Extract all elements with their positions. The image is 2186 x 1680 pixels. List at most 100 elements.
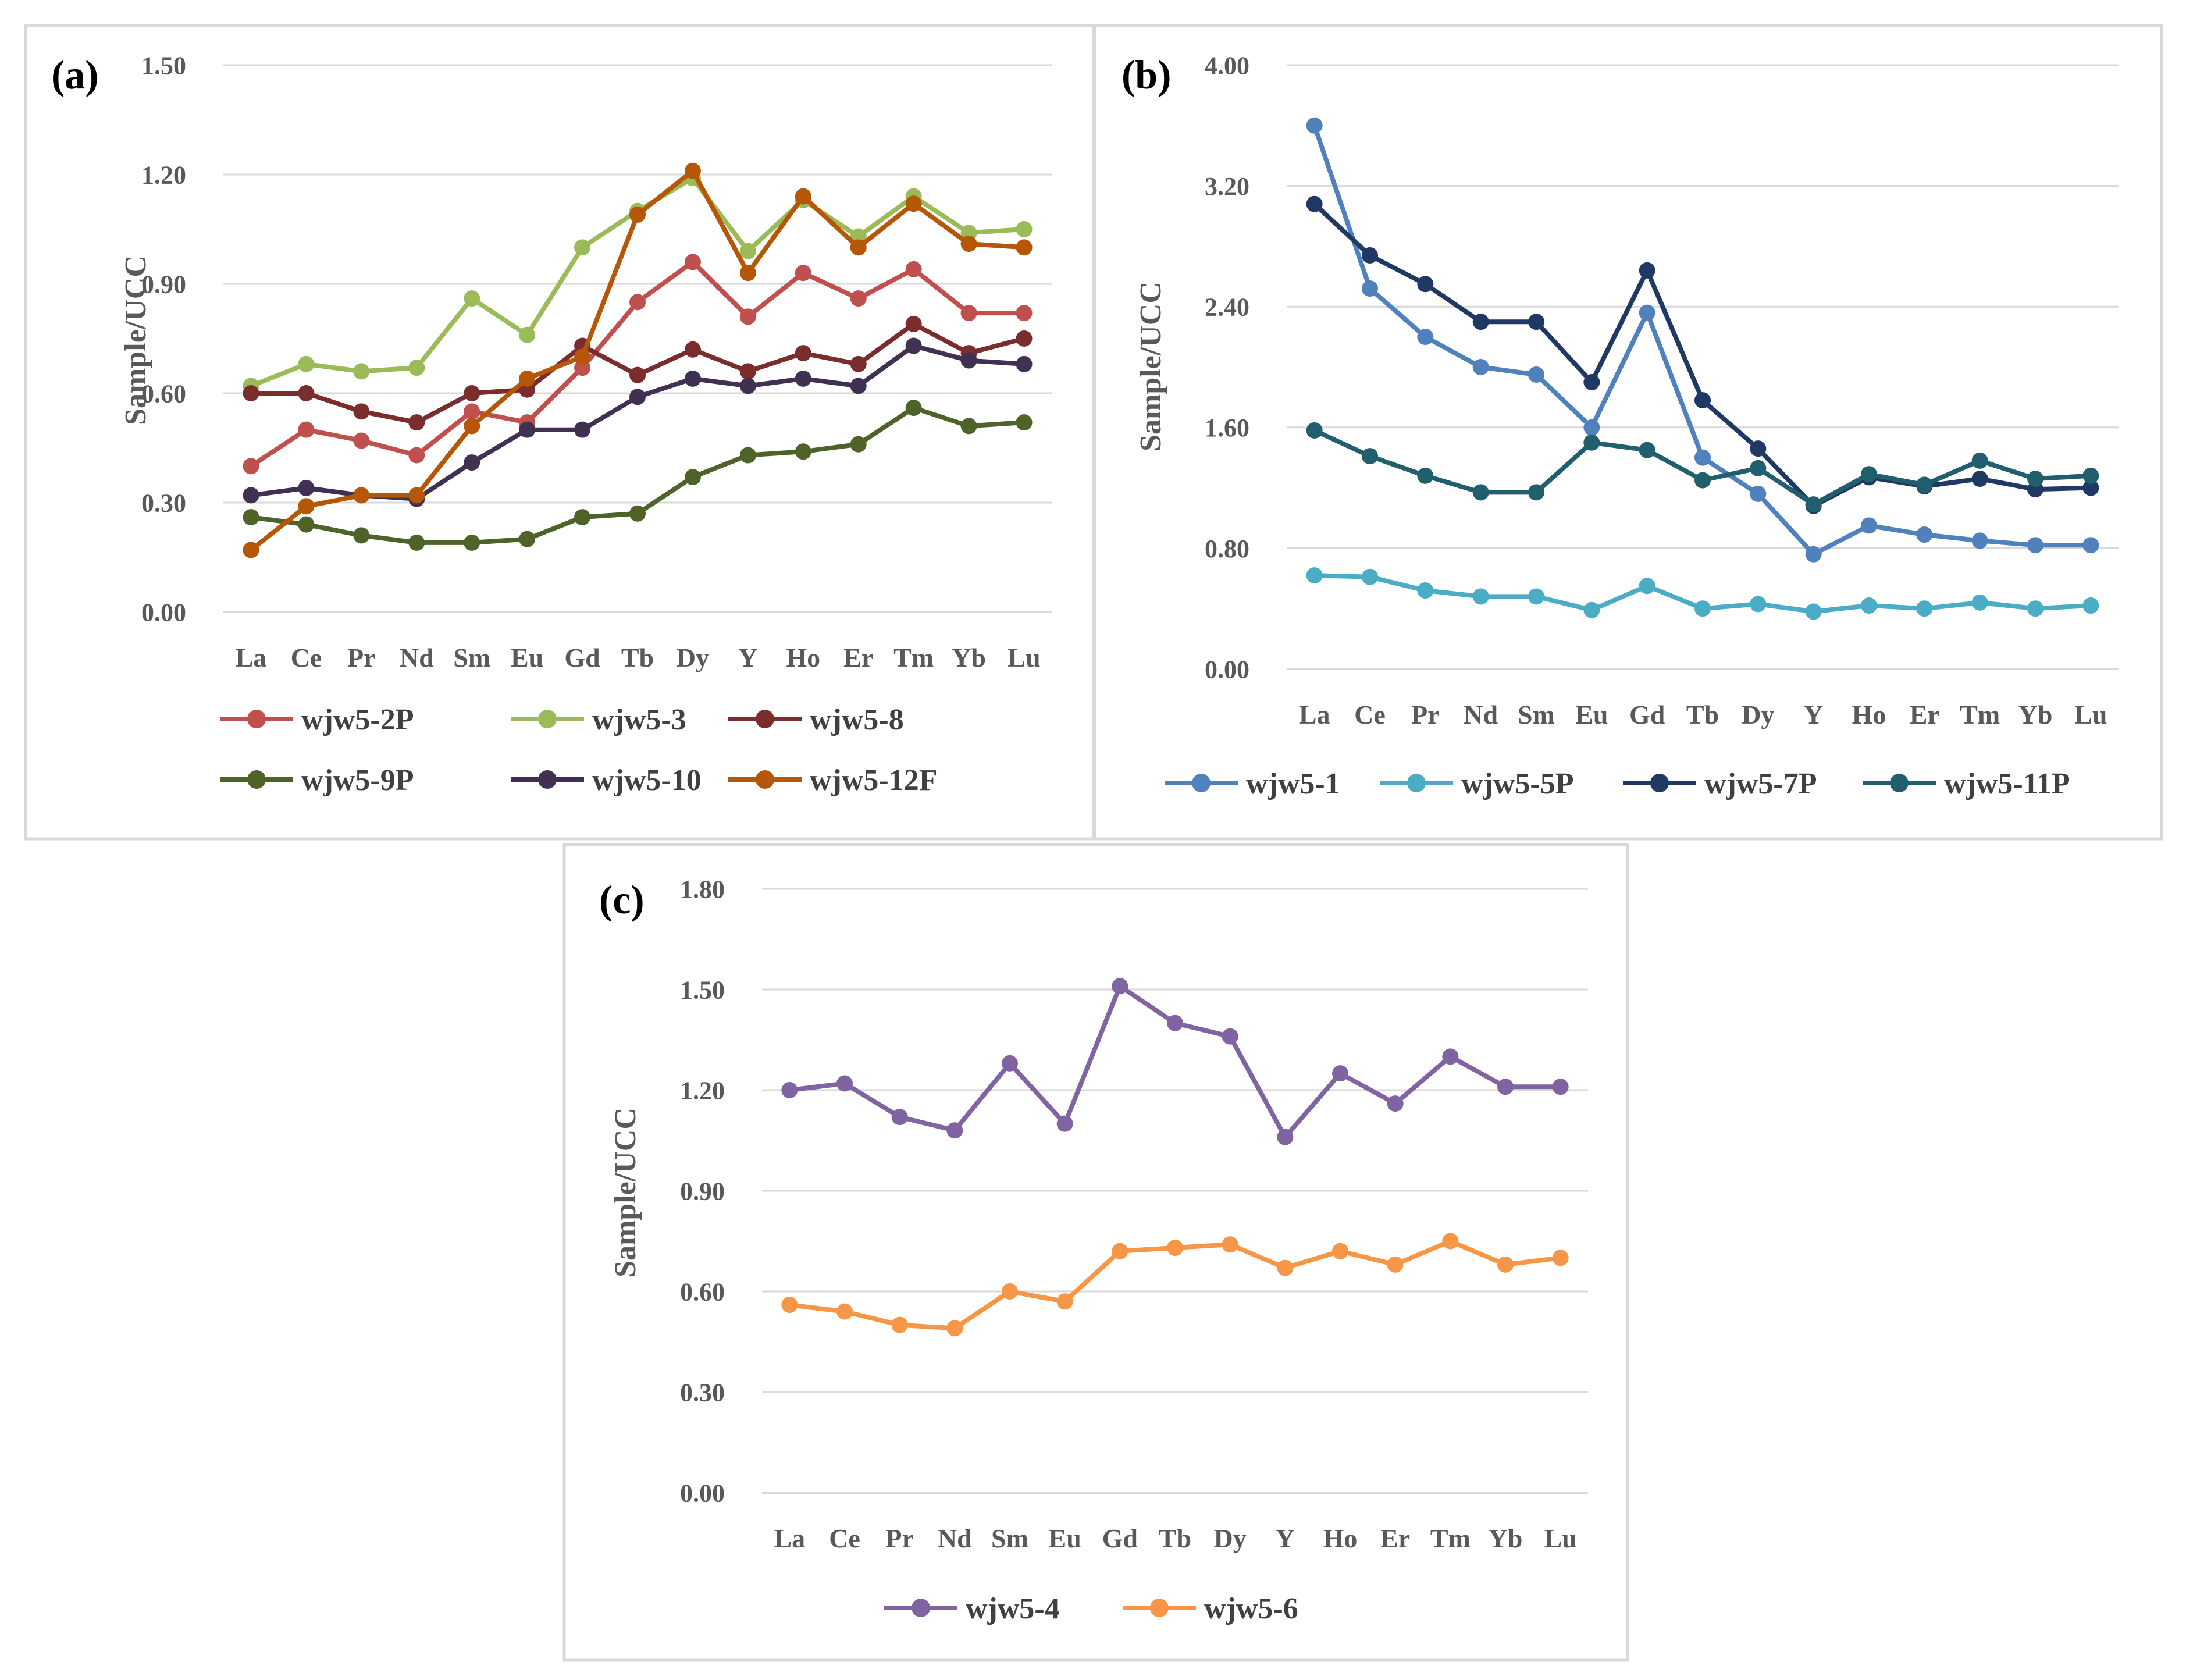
x-tick-label: Pr (885, 1524, 914, 1553)
panel-label: (a) (51, 53, 99, 98)
x-tick-label: Eu (511, 643, 543, 672)
data-point (1056, 1115, 1073, 1132)
data-point (960, 236, 977, 252)
data-point (1222, 1236, 1238, 1253)
data-point (1694, 600, 1711, 617)
legend-label: wjw5-12F (810, 764, 938, 797)
data-point (408, 414, 425, 431)
data-point (629, 505, 646, 522)
data-point (629, 366, 646, 383)
series-wjw5-1 (1306, 117, 2099, 563)
data-point (739, 243, 756, 259)
data-point (1639, 304, 1655, 321)
panel-label: (c) (599, 878, 645, 923)
x-tick-label: Yb (1489, 1524, 1523, 1553)
legend-entry: wjw5-6 (1123, 1592, 1298, 1625)
x-tick-label: Yb (2018, 700, 2053, 729)
data-point (795, 265, 811, 282)
data-point (1332, 1243, 1348, 1259)
y-tick-label: 1.80 (680, 875, 725, 903)
data-point (574, 239, 591, 256)
data-point (1750, 485, 1767, 502)
data-point (298, 516, 315, 533)
data-point (1222, 1028, 1238, 1045)
legend-entry: wjw5-10 (511, 764, 702, 797)
panel-c: 0.00 0.30 0.60 0.90 1.20 1.50 1.80 La Ce Pr Nd Sm Eu… (562, 843, 1629, 1662)
y-tick-label: 3.20 (1205, 172, 1249, 201)
data-point (243, 458, 259, 475)
x-tick-label: Lu (2074, 700, 2107, 729)
data-point (1805, 546, 1822, 563)
series-wjw5-11P (1306, 422, 2099, 513)
x-tick-label: Sm (991, 1524, 1028, 1553)
series-wjw5-2P (243, 254, 1033, 475)
y-tick-label: 0.30 (141, 489, 186, 517)
legend-label: wjw5-9P (301, 764, 414, 797)
data-point (464, 290, 480, 307)
legend-swatch-marker (1890, 774, 1909, 792)
data-point (574, 421, 591, 438)
data-point (739, 363, 756, 380)
series-wjw5-9P (243, 400, 1033, 551)
data-point (2027, 537, 2043, 554)
y-tick-label: 1.50 (141, 51, 186, 80)
y-tick-label: 0.90 (680, 1177, 725, 1205)
data-point (960, 352, 977, 369)
panel-label: (b) (1122, 53, 1172, 98)
data-point (353, 363, 370, 380)
legend-swatch-marker (756, 770, 774, 789)
data-point (1750, 460, 1767, 476)
data-point (905, 195, 922, 212)
x-tick-label: La (1299, 700, 1330, 729)
data-point (836, 1075, 853, 1092)
data-point (464, 534, 480, 551)
data-point (891, 1109, 908, 1126)
x-tick-label: Er (843, 643, 873, 672)
data-point (1362, 280, 1378, 297)
data-point (795, 443, 811, 460)
data-point (684, 370, 701, 387)
x-tick-label: Eu (1049, 1524, 1081, 1553)
data-point (2082, 597, 2099, 614)
data-point (1332, 1065, 1348, 1082)
y-tick-label: 1.50 (680, 976, 725, 1004)
data-point (1497, 1079, 1514, 1095)
data-point (1417, 582, 1434, 599)
data-point (1528, 588, 1544, 605)
data-point (298, 421, 315, 438)
legend-swatch-marker (538, 770, 557, 789)
chart-frame (1093, 24, 2163, 841)
data-point (1528, 366, 1544, 383)
legend-entry: wjw5-12F (728, 764, 938, 797)
data-point (1056, 1293, 1073, 1310)
data-point (1639, 578, 1655, 595)
data-point (684, 162, 701, 179)
data-point (243, 509, 259, 526)
data-point (1750, 596, 1767, 613)
y-tick-label: 0.80 (1205, 535, 1249, 563)
legend-swatch-marker (247, 710, 266, 728)
x-tick-label: Ce (1354, 700, 1386, 729)
data-point (1694, 392, 1711, 409)
legend-swatch-marker (1150, 1599, 1169, 1617)
data-point (519, 421, 536, 438)
data-point (574, 348, 591, 365)
data-point (298, 479, 315, 496)
data-point (1016, 239, 1033, 256)
legend-label: wjw5-4 (966, 1592, 1060, 1625)
x-tick-label: Y (738, 643, 757, 672)
data-point (1971, 594, 1988, 611)
data-point (1497, 1256, 1514, 1273)
data-point (795, 188, 811, 205)
x-tick-label: Gd (564, 643, 600, 672)
data-point (629, 389, 646, 405)
y-tick-label: 0.60 (141, 379, 186, 408)
data-point (519, 326, 536, 343)
data-point (2027, 600, 2043, 617)
x-tick-label: La (774, 1524, 805, 1553)
data-point (1442, 1233, 1459, 1250)
x-tick-label: Er (1910, 700, 1939, 729)
data-point (1167, 1240, 1183, 1257)
data-point (781, 1297, 798, 1314)
data-point (1016, 221, 1033, 237)
